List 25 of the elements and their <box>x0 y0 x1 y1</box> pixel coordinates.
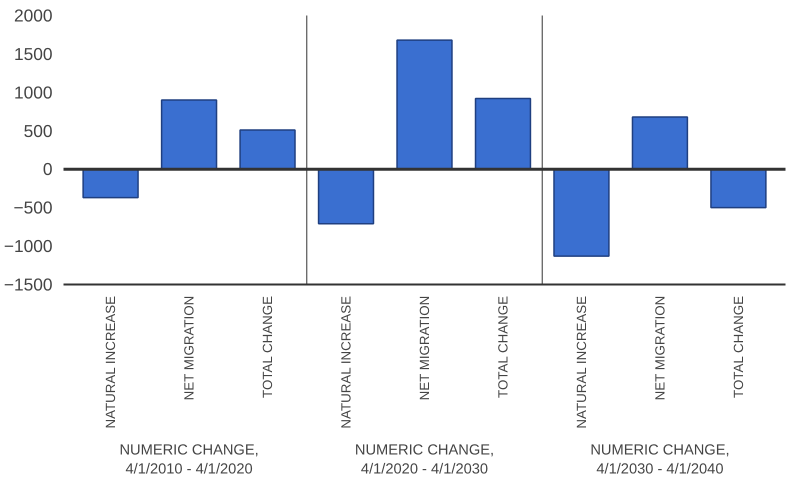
y-tick-label: −500 <box>13 198 52 218</box>
y-tick-label: −1000 <box>4 236 53 256</box>
x-tick-label: TOTAL CHANGE <box>730 296 746 398</box>
bar <box>396 39 453 170</box>
text: NUMERIC CHANGE, 4/1/2020 - 4/1/2030 <box>354 442 494 478</box>
bar <box>239 129 296 170</box>
bar <box>160 99 218 170</box>
y-tick-label: 2000 <box>14 6 53 26</box>
x-tick-label: NATURAL INCREASE <box>103 296 118 429</box>
bar <box>632 116 688 170</box>
x-tick-label: NET MIGRATION <box>652 296 668 400</box>
y-tick-label: 500 <box>24 120 53 141</box>
x-tick-label: NET MIGRATION <box>417 296 432 400</box>
y-tick-label: 1500 <box>14 44 53 64</box>
text: NUMERIC CHANGE, 4/1/2010 - 4/1/2020 <box>119 442 259 478</box>
y-tick-label: −1500 <box>4 274 53 294</box>
x-tick-label: NATURAL INCREASE <box>338 296 354 429</box>
x-tick-label: NATURAL INCREASE <box>574 296 589 429</box>
text: NUMERIC CHANGE, 4/1/2030 - 4/1/2040 <box>590 442 730 478</box>
x-tick-label: TOTAL CHANGE <box>495 296 510 398</box>
y-tick-label: 0 <box>42 159 53 180</box>
x-tick-label: NET MIGRATION <box>182 296 197 400</box>
bar <box>474 98 532 170</box>
x-tick-label: TOTAL CHANGE <box>260 296 276 398</box>
y-tick-label: 1000 <box>14 82 53 102</box>
